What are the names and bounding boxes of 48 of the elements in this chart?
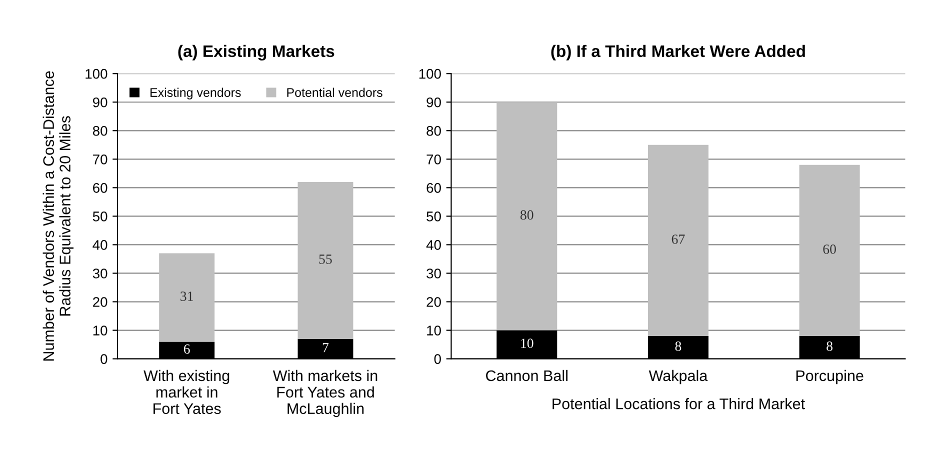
data-label: 10 [521, 338, 534, 348]
y-tick-label: 70 [426, 154, 441, 164]
y-tick-label: 100 [86, 68, 108, 79]
y-tick-label: 20 [93, 297, 108, 307]
x-tick-label: Porcupine [796, 370, 864, 384]
data-label: 6 [184, 344, 190, 354]
y-tick-label: 20 [426, 297, 441, 307]
y-axis-title: Number of Vendors Within a Cost-Distance Radius Equivalent to 20 Miles [42, 71, 74, 361]
data-label: 8 [675, 341, 682, 351]
x-tick-label: Cannon Ball [486, 370, 568, 382]
chart-title: (b) If a Third Market Were Added [551, 44, 805, 60]
bar [159, 253, 215, 342]
y-tick-label: 40 [92, 240, 108, 250]
data-label: 60 [823, 244, 836, 254]
data-label: 31 [180, 292, 193, 301]
y-tick-label: 90 [92, 97, 108, 108]
y-tick-label: 90 [426, 97, 441, 108]
y-tick-label: 10 [427, 326, 441, 336]
data-label: 67 [672, 234, 685, 244]
y-tick-label: 80 [92, 126, 108, 136]
y-tick-label: 100 [419, 68, 441, 79]
bar [799, 164, 860, 336]
y-tick-label: 80 [426, 126, 441, 136]
x-axis-title: Potential Locations for a Third Market [552, 398, 805, 410]
bar [496, 102, 558, 330]
y-tick-label: 30 [426, 268, 441, 278]
y-tick-label: 0 [434, 354, 441, 364]
y-tick-label: 60 [93, 183, 108, 193]
y-tick-label: 30 [92, 268, 108, 278]
y-tick-label: 0 [100, 354, 108, 364]
bar [648, 144, 708, 336]
chart-title: (a) Existing Markets [178, 44, 334, 60]
x-tick-label: Wakpala [648, 370, 708, 384]
y-tick-label: 40 [426, 240, 441, 250]
data-label: 55 [319, 254, 332, 264]
data-label: 7 [322, 343, 329, 352]
y-tick-label: 10 [93, 326, 108, 336]
y-tick-label: 50 [426, 212, 441, 222]
legend-label: Existing vendors [150, 88, 241, 100]
data-label: 80 [520, 210, 534, 220]
y-tick-label: 60 [426, 183, 441, 193]
y-tick-label: 50 [92, 212, 108, 222]
bar [298, 182, 354, 339]
data-label: 8 [826, 341, 832, 351]
x-tick-label: With markets in Fort Yates and McLaughlin [272, 370, 378, 418]
legend-label: Potential vendors [287, 88, 382, 97]
x-tick-label: With existing market in Fort Yates [144, 370, 230, 414]
y-tick-label: 70 [93, 154, 108, 164]
